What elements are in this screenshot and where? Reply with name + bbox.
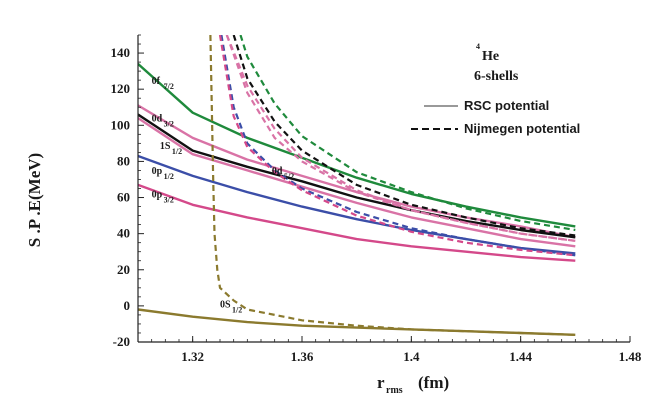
y-tick-label-7: 120 bbox=[111, 81, 131, 96]
series-line-10 bbox=[225, 35, 576, 242]
axes bbox=[137, 34, 631, 343]
curve-label-sub-4: 5/2 bbox=[284, 172, 294, 181]
curve-label-sub-1: 3/2 bbox=[164, 120, 174, 129]
curve-label-4: 0d bbox=[272, 166, 283, 177]
curve-annotations: 0f 7/20d 3/21S 1/20p 1/2 0d 5/20p 3/20S 1/2 bbox=[152, 76, 295, 315]
x-tick-label-1: 1.36 bbox=[291, 349, 314, 364]
y-tick-label-8: 140 bbox=[111, 45, 131, 60]
y-tick-label-1: 0 bbox=[124, 298, 131, 313]
curve-label-5: 0p bbox=[152, 190, 163, 201]
y-tick-label-4: 60 bbox=[117, 190, 130, 205]
series-line-11 bbox=[220, 35, 576, 257]
series-line-7 bbox=[239, 35, 576, 232]
x-tick-label-4: 1.48 bbox=[619, 349, 642, 364]
mass-number: 4 bbox=[476, 42, 480, 51]
curve-label-1: 0d bbox=[152, 114, 163, 125]
curve-label-2: 1S bbox=[160, 141, 171, 152]
curve-label-sub-6: 1/2 bbox=[232, 306, 242, 315]
series-group bbox=[138, 35, 576, 336]
legend-label-rsc: RSC potential bbox=[464, 98, 549, 113]
x-axis-title-sub: rms bbox=[386, 385, 403, 396]
legend: RSC potential Nijmegen potential bbox=[411, 98, 580, 136]
series-line-8 bbox=[225, 35, 576, 242]
series-line-0 bbox=[138, 63, 576, 228]
x-tick-label-2: 1.4 bbox=[403, 349, 420, 364]
curve-label-sub-0: 7/2 bbox=[164, 82, 174, 91]
curve-label-0: 0f bbox=[152, 76, 161, 87]
curve-label-6: 0S bbox=[220, 300, 231, 311]
series-line-6 bbox=[138, 308, 576, 336]
x-axis-title-unit: (fm) bbox=[418, 373, 449, 392]
curve-label-sub-5: 3/2 bbox=[164, 196, 174, 205]
y-tick-label-3: 40 bbox=[117, 226, 130, 241]
tick-labels: -20 0 20 40 60 80 100 120 140 1.32 1.36 1.4 1.44 1.48 bbox=[111, 45, 642, 364]
series-line-9 bbox=[232, 35, 576, 237]
nucleus-label: 4 He 6-shells bbox=[474, 42, 519, 84]
curve-label-sub-2: 1/2 bbox=[172, 147, 182, 156]
y-tick-label-5: 80 bbox=[117, 153, 130, 168]
curve-label-sub-3: 1/2 bbox=[164, 172, 174, 181]
series-line-3 bbox=[138, 117, 576, 248]
nucleus-symbol: He bbox=[482, 49, 499, 64]
curve-label-3: 0p bbox=[152, 166, 163, 177]
x-tick-label-0: 1.32 bbox=[181, 349, 204, 364]
y-tick-label-6: 100 bbox=[111, 117, 131, 132]
legend-label-nijmegen: Nijmegen potential bbox=[464, 121, 580, 136]
x-axis-title: r rms (fm) bbox=[377, 373, 449, 396]
series-line-5 bbox=[138, 183, 576, 262]
shells-label: 6-shells bbox=[474, 69, 519, 84]
series-line-13 bbox=[209, 35, 576, 336]
x-axis-title-main: r bbox=[377, 373, 385, 392]
x-tick-label-3: 1.44 bbox=[509, 349, 532, 364]
series-line-2 bbox=[138, 113, 576, 239]
y-tick-label-2: 20 bbox=[117, 262, 130, 277]
y-axis-title: S .P .E(MeV) bbox=[25, 153, 44, 247]
y-tick-label-0: -20 bbox=[113, 334, 130, 349]
